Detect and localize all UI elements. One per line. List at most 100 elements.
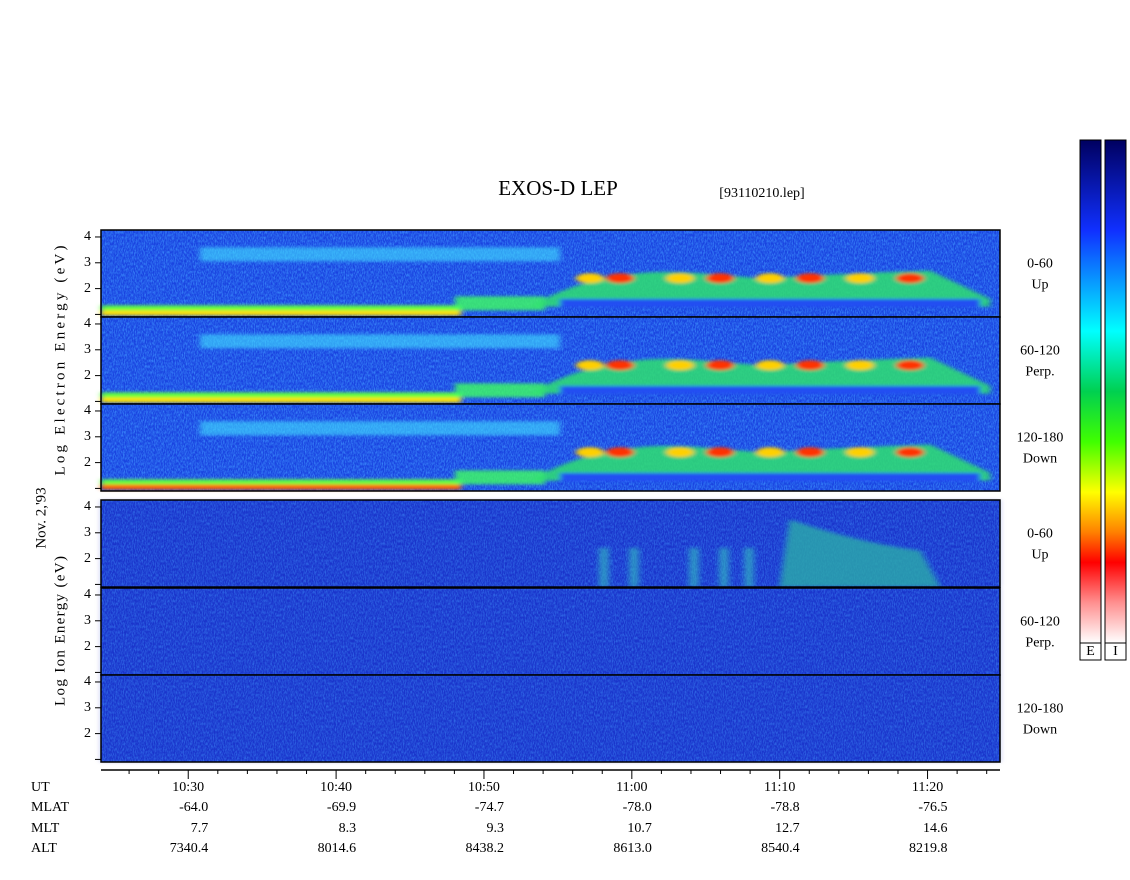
y-tick-label: 2: [84, 455, 91, 470]
texture: [756, 273, 784, 284]
texture: [796, 273, 824, 284]
panel-energy-range: 60-120: [1020, 344, 1060, 359]
y-tick-label: 2: [84, 368, 91, 383]
texture: [101, 588, 1000, 675]
table-cell: 8014.6: [318, 841, 357, 856]
table-cell: 10.7: [627, 821, 652, 836]
panel-energy-range: 0-60: [1027, 257, 1053, 272]
y-tick-label: 3: [84, 342, 91, 357]
y-tick-label: 4: [84, 403, 91, 418]
y-tick-label: 2: [84, 639, 91, 654]
y-tick-label: 2: [84, 726, 91, 741]
texture: [606, 447, 634, 458]
x-tick-label: 10:30: [172, 780, 204, 795]
y-tick-label: 4: [84, 229, 91, 244]
table-row-name: ALT: [31, 841, 57, 856]
panel-texture: [101, 421, 990, 490]
texture: [200, 334, 560, 349]
y-tick-label: 3: [84, 700, 91, 715]
texture: [756, 447, 784, 458]
panel-texture: [101, 334, 990, 403]
table-row-name: MLT: [31, 821, 60, 836]
date-label: Nov. 2,'93: [33, 487, 49, 548]
panel-direction: Perp.: [1025, 636, 1054, 651]
texture: [606, 360, 634, 371]
group-y-label: Log Electron Energy (eV): [52, 246, 68, 476]
table-cell: -64.0: [179, 800, 208, 815]
panel: [100, 229, 1001, 318]
x-tick-label: 10:50: [468, 780, 500, 795]
table-cell: -69.9: [327, 800, 356, 815]
colorbar: [1079, 139, 1102, 644]
texture: [530, 357, 990, 394]
texture: [606, 273, 634, 284]
group-y-label: Log Ion Energy (eV): [52, 556, 68, 706]
texture: [101, 675, 1000, 762]
chart-subtitle: [93110210.lep]: [719, 186, 804, 201]
texture: [796, 447, 824, 458]
texture: [101, 484, 461, 490]
panel-direction: Down: [1023, 723, 1057, 738]
table-cell: 8438.2: [465, 841, 504, 856]
texture: [576, 360, 604, 371]
texture: [896, 447, 924, 458]
y-tick-label: 4: [84, 499, 91, 514]
texture: [530, 444, 990, 481]
texture: [706, 273, 734, 284]
colorbar-label: E: [1086, 644, 1095, 659]
panel: [100, 316, 1001, 405]
texture: [560, 298, 980, 307]
table-row-name: UT: [31, 780, 50, 795]
table-cell: 9.3: [486, 821, 504, 836]
table-cell: -74.7: [475, 800, 504, 815]
panel-texture: [101, 675, 1000, 762]
texture: [200, 421, 560, 436]
table-cell: -76.5: [918, 800, 947, 815]
y-tick-label: 4: [84, 674, 91, 689]
table-cell: -78.8: [771, 800, 800, 815]
panel-frame: [100, 499, 1001, 588]
texture: [706, 360, 734, 371]
panel-direction: Down: [1023, 452, 1057, 467]
panel-energy-range: 120-180: [1017, 431, 1064, 446]
panel-texture: [101, 588, 1000, 675]
texture: [455, 296, 545, 311]
y-tick-label: 3: [84, 613, 91, 628]
texture: [846, 360, 874, 371]
panel-energy-range: 120-180: [1017, 702, 1064, 717]
panel: [100, 674, 1001, 763]
texture: [101, 500, 1000, 587]
table-cell: 8540.4: [761, 841, 800, 856]
texture: [560, 385, 980, 394]
texture: [846, 447, 874, 458]
panel: [100, 499, 1001, 588]
texture: [706, 447, 734, 458]
table-cell: 8613.0: [613, 841, 652, 856]
panel-direction: Up: [1031, 278, 1048, 293]
table-cell: 7340.4: [170, 841, 209, 856]
texture: [666, 447, 694, 458]
texture: [455, 470, 545, 485]
x-tick-label: 11:20: [912, 780, 943, 795]
colorbar-label: I: [1113, 644, 1118, 659]
texture: [896, 273, 924, 284]
texture: [530, 270, 990, 307]
texture: [756, 360, 784, 371]
texture: [101, 310, 461, 316]
x-tick-label: 11:00: [616, 780, 647, 795]
panel-energy-range: 60-120: [1020, 615, 1060, 630]
panel-texture: [101, 247, 990, 316]
panel-direction: Perp.: [1025, 365, 1054, 380]
y-tick-label: 3: [84, 255, 91, 270]
y-tick-label: 2: [84, 551, 91, 566]
table-cell: 7.7: [191, 821, 209, 836]
panel: [100, 587, 1001, 676]
texture: [666, 360, 694, 371]
texture: [666, 273, 694, 284]
texture: [896, 360, 924, 371]
colorbar-label-box: [1079, 642, 1102, 661]
panel-frame: [100, 403, 1001, 492]
texture: [576, 447, 604, 458]
panel-frame: [100, 674, 1001, 763]
